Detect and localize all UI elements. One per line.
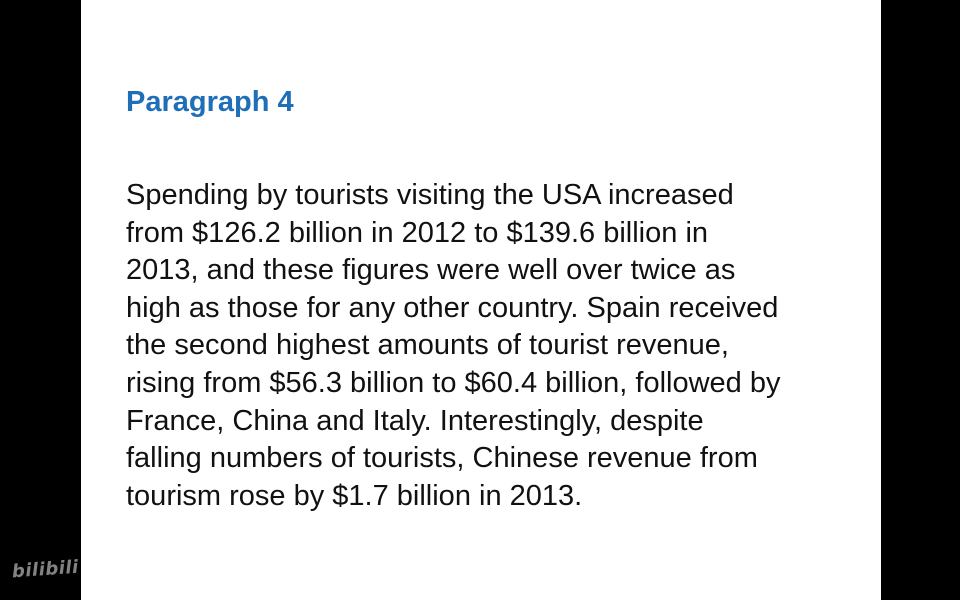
paragraph-body: Spending by tourists visiting the USA in… — [126, 177, 856, 515]
paragraph-line: tourism rose by $1.7 billion in 2013. — [126, 479, 583, 512]
paragraph-line: from $126.2 billion in 2012 to $139.6 bi… — [126, 216, 709, 249]
paragraph-line: France, China and Italy. Interestingly, … — [126, 404, 704, 437]
slide-title: Paragraph 4 — [126, 86, 294, 118]
paragraph-line: the second highest amounts of tourist re… — [126, 329, 729, 362]
slide-page: Paragraph 4 Spending by tourists visitin… — [81, 0, 881, 600]
paragraph-line: high as those for any other country. Spa… — [126, 291, 779, 324]
paragraph-line: 2013, and these figures were well over t… — [126, 254, 736, 287]
bilibili-watermark-logo: bilibili — [11, 556, 80, 583]
paragraph-line: Spending by tourists visiting the USA in… — [126, 179, 734, 211]
paragraph-line: falling numbers of tourists, Chinese rev… — [126, 442, 758, 475]
paragraph-line: rising from $56.3 billion to $60.4 billi… — [126, 366, 781, 399]
